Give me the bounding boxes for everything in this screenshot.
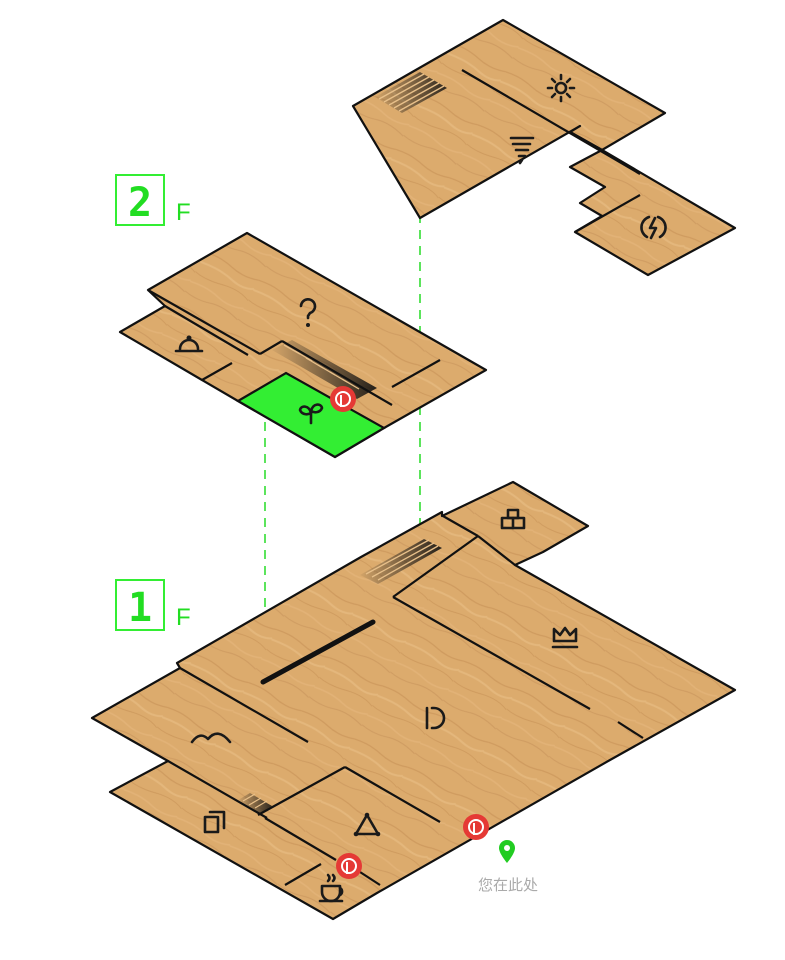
tornado-icon[interactable]	[509, 136, 535, 165]
question-icon[interactable]	[299, 298, 317, 327]
triangle-icon[interactable]	[353, 812, 381, 837]
reception-bell-icon[interactable]	[174, 335, 204, 353]
floor-suffix-2f: F	[176, 199, 191, 226]
letter-d-icon[interactable]	[425, 706, 446, 730]
sun-icon[interactable]	[546, 73, 576, 103]
marker-2f-garden[interactable]	[330, 386, 356, 412]
floor-label-1f[interactable]: 1 F	[115, 579, 191, 631]
floor-suffix-1f: F	[176, 604, 191, 631]
floor-number-1f: 1	[128, 585, 152, 631]
floor-1f-block	[90, 480, 737, 921]
floor-label-2f[interactable]: 2 F	[115, 174, 191, 226]
crown-icon[interactable]	[551, 626, 579, 649]
stairs-1f-top	[360, 539, 442, 584]
marker-1f-cafe[interactable]	[336, 853, 362, 879]
coffee-cup-icon[interactable]	[318, 873, 344, 903]
location-pin-icon	[499, 840, 515, 863]
power-icon[interactable]	[640, 215, 667, 240]
you-are-here[interactable]: 您在此处	[478, 840, 538, 894]
you-are-here-label: 您在此处	[478, 876, 538, 894]
copy-icon[interactable]	[203, 810, 226, 834]
floor-number-2f: 2	[128, 180, 152, 226]
hills-icon[interactable]	[190, 732, 232, 744]
stacked-boxes-icon[interactable]	[500, 508, 526, 530]
stairs-1f-bottom	[238, 793, 272, 813]
floor-2f-lower-block	[118, 231, 488, 459]
floor-2f-upper-block	[351, 18, 737, 277]
stairs-2f-upper	[375, 72, 447, 113]
stairs-2f-lower	[272, 340, 377, 399]
marker-1f-entrance[interactable]	[463, 814, 489, 840]
sprout-icon[interactable]	[298, 403, 324, 425]
